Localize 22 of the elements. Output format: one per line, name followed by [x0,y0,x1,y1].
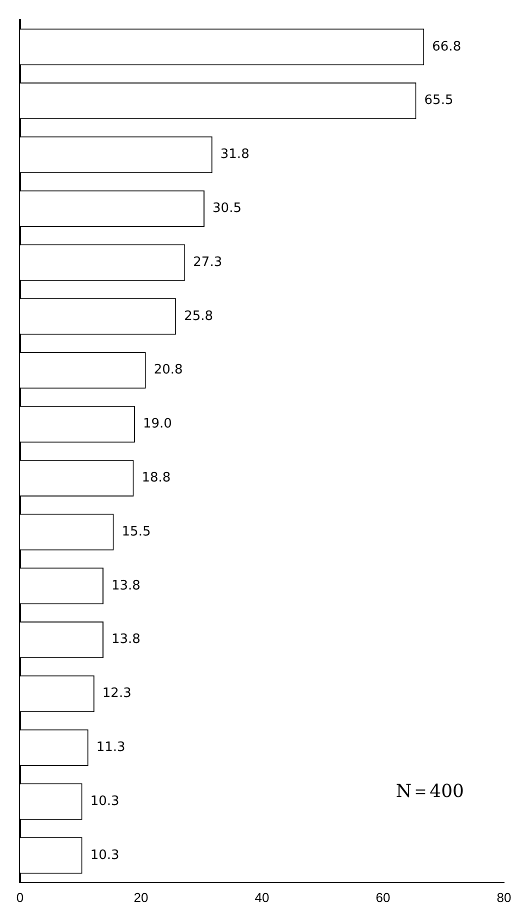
data-label: 20.8 [154,362,183,378]
data-label: 30.5 [212,201,242,216]
data-label: 18.8 [142,470,171,486]
data-label: 66.8 [432,39,462,54]
x-tick-label: 20 [134,890,148,905]
x-tick-label: 0 [16,890,24,905]
data-label: 19.0 [142,416,172,432]
data-label: 27.3 [193,254,222,270]
x-tick-label: 80 [496,890,512,905]
data-label: 10.3 [90,794,120,809]
data-label: 31.8 [220,147,250,162]
data-label: 13.8 [111,578,140,594]
data-label: 65.5 [424,93,454,108]
data-label: 25.8 [184,308,214,324]
data-label: 15.5 [122,524,151,540]
data-label: 12.3 [102,686,132,702]
data-label: 13.8 [111,632,140,648]
data-label: 11.3 [96,740,126,756]
data-label: 10.3 [90,848,120,863]
x-tick-label: 40 [254,890,270,905]
annotation: N＝400 [396,781,464,802]
x-tick-label: 60 [376,890,390,905]
